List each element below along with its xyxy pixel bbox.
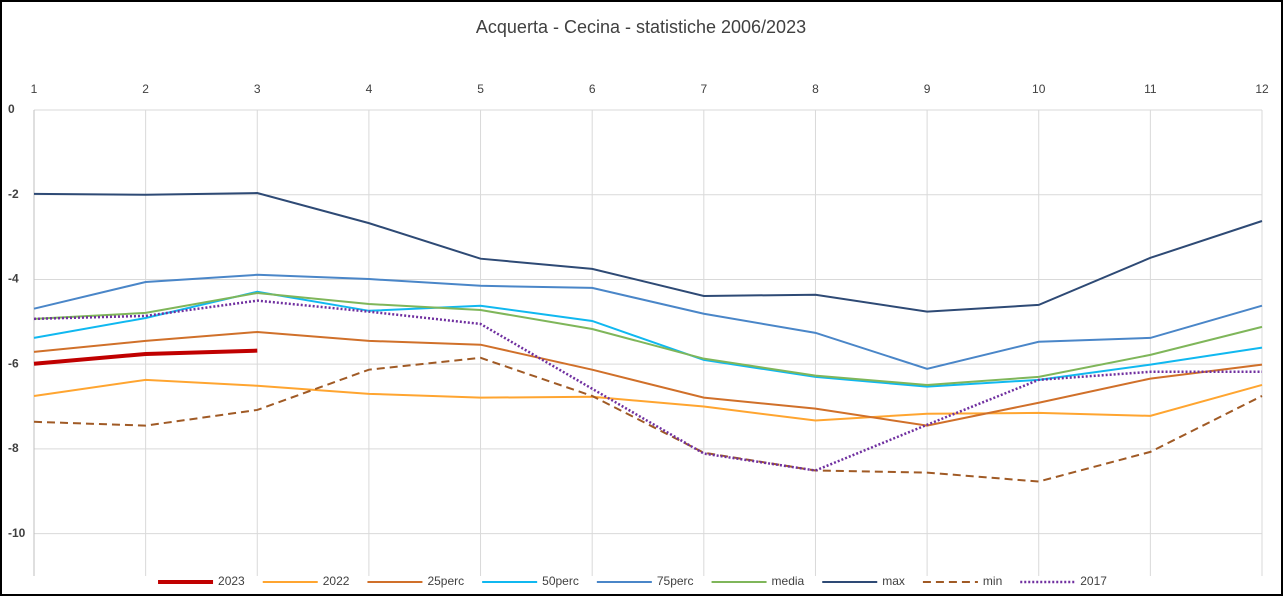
series-line xyxy=(33,378,1263,422)
legend-label: 2022 xyxy=(323,574,350,588)
x-tick-label: 1 xyxy=(31,82,38,96)
series-line xyxy=(33,330,1263,427)
series-line xyxy=(33,292,1263,386)
series-line xyxy=(33,348,258,366)
series-line xyxy=(33,356,1263,483)
x-tick-label: 11 xyxy=(1144,82,1157,96)
legend-label: 50perc xyxy=(542,574,579,588)
x-tick-label: 12 xyxy=(1255,82,1269,96)
chart-title: Acquerta - Cecina - statistiche 2006/202… xyxy=(476,17,806,37)
series-line xyxy=(33,273,1263,370)
y-tick-label: 0 xyxy=(8,102,15,116)
x-tick-label: 4 xyxy=(366,82,373,96)
series-line xyxy=(33,192,1263,313)
legend-label: 2017 xyxy=(1080,574,1107,588)
x-tick-label: 5 xyxy=(477,82,484,96)
y-tick-label: -2 xyxy=(8,187,19,201)
legend-label: 2023 xyxy=(218,574,245,588)
y-tick-label: -4 xyxy=(8,272,19,286)
legend-label: 75perc xyxy=(657,574,694,588)
x-tick-label: 6 xyxy=(589,82,596,96)
x-tick-label: 10 xyxy=(1032,82,1046,96)
legend-label: 25perc xyxy=(427,574,464,588)
x-tick-label: 8 xyxy=(812,82,819,96)
legend-label: min xyxy=(983,574,1002,588)
x-tick-label: 2 xyxy=(142,82,149,96)
legend-label: media xyxy=(772,574,805,588)
series-line xyxy=(33,299,1262,472)
x-tick-label: 9 xyxy=(924,82,931,96)
y-tick-label: -8 xyxy=(8,441,19,455)
y-tick-label: -10 xyxy=(8,526,26,540)
y-tick-label: -6 xyxy=(8,356,19,370)
legend-label: max xyxy=(882,574,905,588)
x-tick-label: 3 xyxy=(254,82,261,96)
x-tick-label: 7 xyxy=(700,82,707,96)
